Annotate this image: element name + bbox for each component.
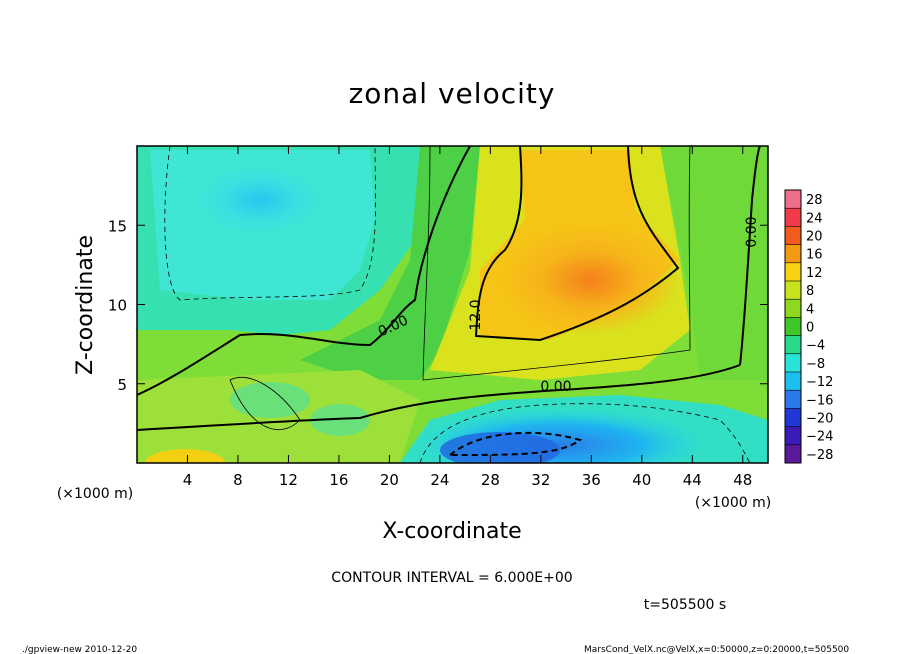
region-teal-lower-1	[230, 382, 310, 418]
contour-twelve	[474, 146, 680, 342]
region-yellow-bottom-left	[145, 449, 225, 463]
y-axis-label: Z-coordinate	[73, 235, 98, 375]
contour-six	[422, 146, 691, 381]
contour-zero-right	[739, 146, 761, 366]
x-tick-label: 32	[531, 471, 550, 489]
colorbar-label: −20	[806, 412, 833, 427]
y-axis-ticks: 5 10 15	[108, 217, 768, 394]
contour-lines	[137, 146, 761, 463]
colorbar-swatch	[785, 372, 801, 391]
colorbar-label: 12	[806, 266, 823, 281]
y-tick-label: 15	[108, 217, 127, 235]
contour-minus-six-lower	[419, 403, 751, 463]
colorbar-label: 16	[806, 248, 823, 263]
contour-label-2: 12.0	[468, 299, 484, 330]
colorbar-label: −8	[806, 357, 825, 372]
colorbar-swatch	[785, 317, 801, 336]
colorbar-swatch	[785, 244, 801, 263]
colorbar-label: 20	[806, 230, 823, 245]
colorbar-label: 4	[806, 302, 814, 317]
colorbar-swatch	[785, 444, 801, 463]
colorbar-swatch	[785, 262, 801, 281]
colorbar-label: −28	[806, 448, 833, 463]
region-green-right	[660, 146, 768, 380]
x-tick-label: 40	[632, 471, 651, 489]
footer-left: ./gpview-new 2010-12-20	[22, 645, 137, 654]
colorbar-label: −24	[806, 430, 833, 445]
colorbar-swatch	[785, 426, 801, 445]
region-orange-core	[500, 225, 680, 335]
y-unit-label: (×1000 m)	[57, 486, 133, 502]
contour-interval: CONTOUR INTERVAL = 6.000E+00	[331, 570, 572, 586]
x-tick-label: 12	[279, 471, 298, 489]
colorbar-label: −16	[806, 393, 833, 408]
colorbar-label: 8	[806, 284, 814, 299]
time-label: t=505500 s	[644, 597, 726, 613]
x-tick-label: 4	[183, 471, 193, 489]
region-cyan-core	[195, 165, 325, 235]
colorbar-swatch	[785, 281, 801, 300]
x-tick-label: 24	[430, 471, 449, 489]
colorbar-swatch	[785, 226, 801, 245]
colorbar-swatch	[785, 390, 801, 409]
x-tick-label: 44	[683, 471, 702, 489]
chart-title: zonal velocity	[349, 77, 556, 110]
region-teal-lower-2	[310, 404, 370, 436]
y-tick-label: 5	[117, 376, 127, 394]
region-blue-deep	[440, 432, 560, 463]
x-tick-label: 16	[329, 471, 348, 489]
colorbar-label: −12	[806, 375, 833, 390]
x-tick-label: 20	[380, 471, 399, 489]
x-tick-label: 8	[233, 471, 243, 489]
heatmap-field	[137, 146, 768, 463]
colorbar-label: 28	[806, 193, 823, 208]
colorbar-swatch	[785, 299, 801, 318]
contour-label-4: 0.00	[744, 216, 760, 247]
contour-zero-lower	[137, 364, 741, 431]
x-tick-label: 28	[481, 471, 500, 489]
x-tick-label: 48	[733, 471, 752, 489]
contour-minus-six-upper	[164, 146, 376, 301]
colorbar-swatch	[785, 208, 801, 227]
y-tick-label: 10	[108, 297, 127, 315]
contour-label-3: 0.00	[540, 379, 571, 395]
x-axis-label: X-coordinate	[382, 519, 521, 544]
x-unit-label: (×1000 m)	[695, 495, 771, 511]
x-axis-ticks: 4 8 12 16 20 24 28 32 36 40 44 48	[183, 146, 752, 489]
footer-right: MarsCond_VelX.nc@VelX,x=0:50000,z=0:2000…	[584, 645, 849, 654]
colorbar-label: 24	[806, 211, 823, 226]
colorbar-swatch	[785, 190, 801, 209]
colorbar-label: 0	[806, 321, 814, 336]
contour-minus-twelve-lower	[447, 431, 583, 457]
colorbar-label: −4	[806, 339, 825, 354]
region-green-middle	[300, 146, 480, 380]
x-tick-label: 36	[582, 471, 601, 489]
colorbar-swatch	[785, 353, 801, 372]
contour-six-lower-left	[229, 377, 301, 430]
colorbar-swatch	[785, 335, 801, 354]
colorbar-swatch	[785, 408, 801, 427]
colorbar-frame	[784, 189, 802, 464]
colorbar: 28 24 20 16 12 8 4 0 −4 −8 −12 −16 −20 −24 −28	[784, 189, 833, 464]
